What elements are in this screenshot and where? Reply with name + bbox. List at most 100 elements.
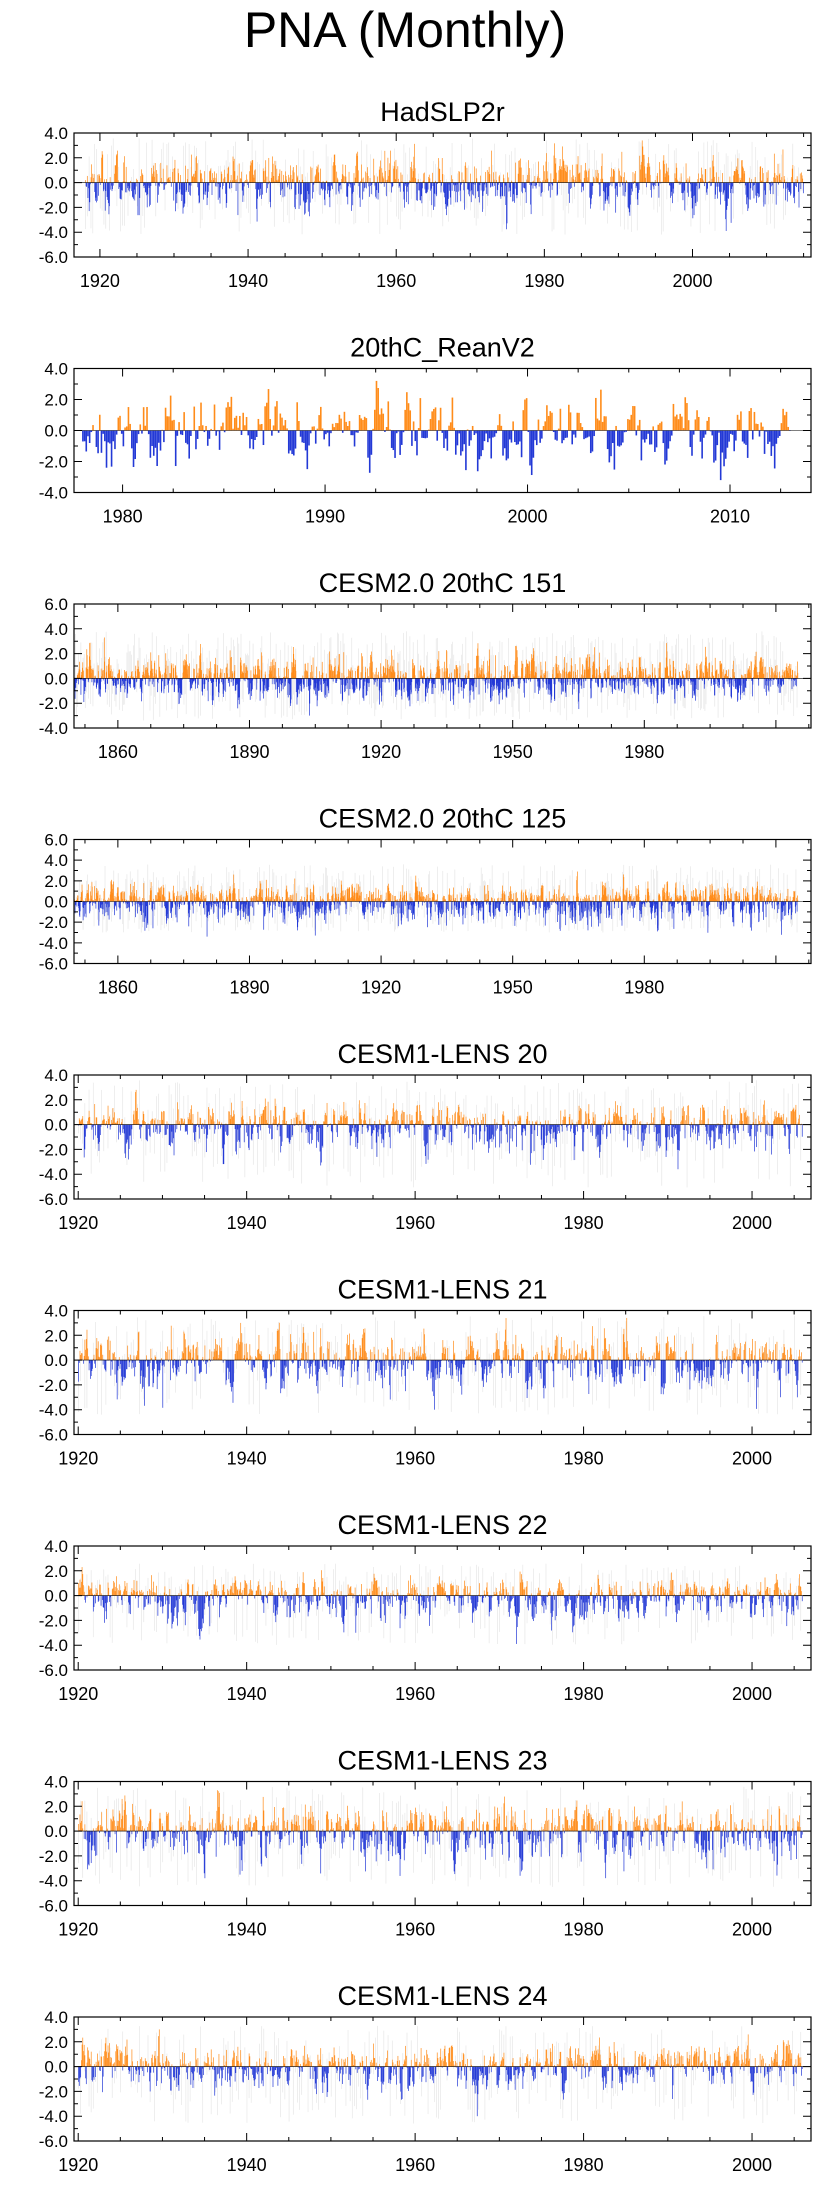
monthly-bar (659, 183, 660, 198)
monthly-bar (383, 178, 384, 182)
monthly-bar (612, 183, 613, 187)
monthly-bar (357, 152, 358, 183)
envelope-bar (186, 678, 187, 714)
monthly-bar (191, 678, 192, 688)
monthly-bar (762, 168, 763, 183)
monthly-bar (443, 183, 444, 192)
y-tick-label: -6.0 (39, 248, 68, 267)
envelope-bar (772, 183, 773, 204)
envelope-bar (155, 183, 156, 217)
monthly-bar (120, 183, 121, 199)
monthly-bar (170, 396, 172, 431)
monthly-bar (783, 678, 784, 684)
envelope-bar (410, 636, 411, 678)
monthly-bar (671, 183, 672, 196)
monthly-bar (580, 179, 581, 182)
envelope-bar (792, 678, 793, 691)
monthly-bar (678, 678, 679, 685)
monthly-bar (441, 431, 443, 433)
envelope-bar (798, 167, 799, 182)
monthly-bar (295, 183, 296, 209)
envelope-bar (267, 664, 268, 679)
envelope-bar (321, 633, 322, 678)
monthly-bar (598, 678, 599, 686)
monthly-bar (507, 183, 508, 224)
monthly-bar (506, 431, 508, 461)
monthly-bar (478, 676, 479, 679)
envelope-bar (100, 183, 101, 209)
monthly-bar (370, 178, 371, 183)
monthly-bar (623, 678, 624, 680)
monthly-bar (383, 678, 384, 682)
monthly-bar (285, 678, 286, 685)
monthly-bar (422, 183, 423, 189)
monthly-bar (382, 173, 383, 183)
monthly-bar (244, 183, 245, 187)
envelope-bar (742, 183, 743, 215)
envelope-bar (534, 678, 535, 698)
envelope-bar (161, 902, 162, 931)
monthly-bar (112, 678, 113, 680)
monthly-bar (397, 166, 398, 182)
monthly-bar (755, 183, 756, 196)
monthly-bar (315, 176, 316, 182)
monthly-bar (619, 431, 621, 447)
monthly-bar (145, 668, 146, 679)
monthly-bar (494, 180, 495, 183)
monthly-bar (451, 183, 452, 205)
envelope-bar (152, 886, 153, 901)
monthly-bar (213, 178, 214, 183)
monthly-bar (590, 431, 592, 454)
monthly-bar (149, 183, 150, 188)
monthly-bar (703, 181, 704, 183)
monthly-bar (124, 427, 126, 430)
monthly-bar (78, 673, 79, 678)
envelope-bar (122, 902, 123, 925)
monthly-bar (430, 669, 431, 678)
monthly-bar (428, 183, 429, 190)
envelope-bar (454, 183, 455, 207)
envelope-bar (487, 183, 488, 206)
monthly-bar (575, 177, 576, 183)
monthly-bar (274, 406, 276, 430)
monthly-bar (422, 675, 423, 678)
monthly-bar (489, 659, 490, 678)
monthly-bar (267, 177, 268, 183)
monthly-bar (117, 674, 118, 678)
monthly-bar (621, 177, 622, 183)
monthly-bar (459, 172, 460, 183)
monthly-bar (558, 180, 559, 182)
monthly-bar (101, 178, 102, 182)
monthly-bar (152, 177, 153, 183)
monthly-bar (734, 678, 735, 686)
monthly-bar (688, 178, 689, 182)
monthly-bar (463, 431, 465, 445)
monthly-bar (192, 177, 193, 183)
envelope-bar (126, 879, 127, 902)
envelope-bar (151, 902, 152, 926)
monthly-bar (294, 183, 295, 208)
envelope-bar (787, 178, 788, 183)
monthly-bar (448, 426, 450, 431)
monthly-bar (222, 669, 223, 678)
monthly-bar (630, 678, 631, 685)
monthly-bar (311, 678, 312, 685)
monthly-bar (617, 672, 618, 678)
monthly-bar (404, 183, 405, 200)
envelope-bar (178, 183, 179, 209)
monthly-bar (646, 174, 647, 183)
monthly-bar (377, 678, 378, 680)
monthly-bar (320, 183, 321, 196)
envelope-bar (561, 183, 562, 195)
monthly-bar (630, 415, 632, 431)
monthly-bar (491, 674, 492, 679)
monthly-bar (760, 423, 762, 431)
monthly-bar (717, 183, 718, 199)
envelope-bar (191, 167, 192, 183)
monthly-bar (457, 667, 458, 678)
envelope-bar (255, 678, 256, 701)
monthly-bar (230, 183, 231, 190)
monthly-bar (560, 409, 562, 431)
envelope-bar (415, 183, 416, 212)
monthly-bar (162, 678, 163, 681)
